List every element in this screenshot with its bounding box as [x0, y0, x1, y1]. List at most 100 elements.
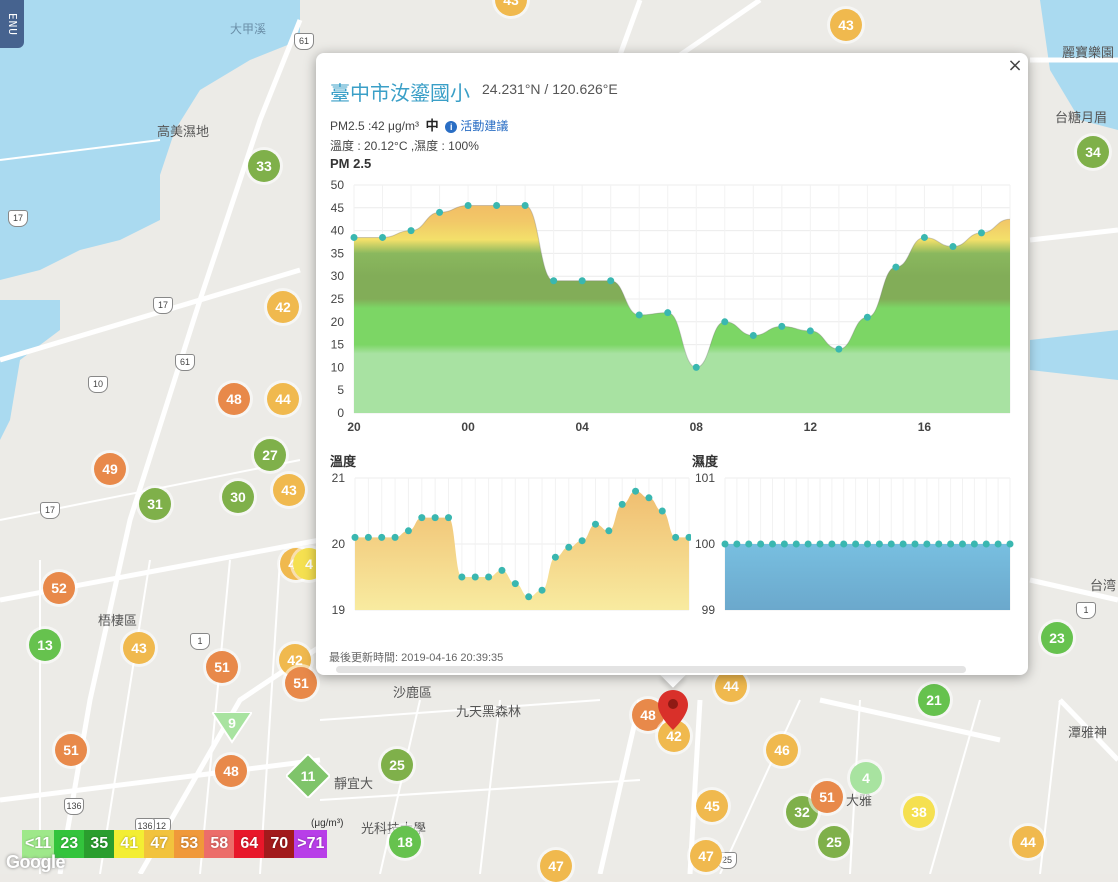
temperature-point[interactable]: [565, 543, 573, 551]
pm25-point[interactable]: [493, 202, 501, 210]
temperature-point[interactable]: [511, 580, 519, 588]
pm25-point[interactable]: [436, 208, 444, 216]
pm25-point[interactable]: [550, 277, 558, 285]
station-marker[interactable]: 34: [1077, 136, 1109, 168]
pm25-point[interactable]: [607, 277, 615, 285]
station-marker[interactable]: 48: [218, 383, 250, 415]
station-marker[interactable]: 25: [381, 749, 413, 781]
station-marker[interactable]: 4: [850, 762, 882, 794]
temperature-point[interactable]: [418, 514, 426, 522]
station-marker[interactable]: 31: [139, 488, 171, 520]
humidity-point[interactable]: [911, 540, 919, 548]
info-icon[interactable]: i: [445, 121, 458, 133]
station-marker[interactable]: 51: [285, 667, 317, 699]
temperature-point[interactable]: [351, 533, 359, 541]
station-marker[interactable]: 44: [1012, 826, 1044, 858]
pm25-point[interactable]: [379, 233, 387, 241]
station-marker[interactable]: 51: [206, 651, 238, 683]
station-marker[interactable]: 43: [830, 9, 862, 41]
station-marker[interactable]: 52: [43, 572, 75, 604]
selected-location-pin[interactable]: [658, 690, 688, 730]
humidity-point[interactable]: [935, 540, 943, 548]
temperature-point[interactable]: [525, 593, 533, 601]
temperature-point[interactable]: [658, 507, 666, 515]
humidity-point[interactable]: [757, 540, 765, 548]
humidity-point[interactable]: [816, 540, 824, 548]
station-marker[interactable]: 21: [918, 684, 950, 716]
pm25-point[interactable]: [664, 309, 672, 317]
humidity-point[interactable]: [923, 540, 931, 548]
humidity-point[interactable]: [792, 540, 800, 548]
pm25-point[interactable]: [521, 202, 529, 210]
station-marker[interactable]: 49: [94, 453, 126, 485]
triangle-station-marker[interactable]: 9: [212, 712, 252, 744]
humidity-point[interactable]: [721, 540, 729, 548]
station-marker[interactable]: 27: [254, 439, 286, 471]
station-marker[interactable]: 18: [389, 826, 421, 858]
station-marker[interactable]: 47: [540, 850, 572, 882]
pm25-point[interactable]: [949, 243, 957, 251]
humidity-point[interactable]: [994, 540, 1002, 548]
station-marker[interactable]: 44: [267, 383, 299, 415]
station-marker[interactable]: 51: [55, 734, 87, 766]
pm25-point[interactable]: [464, 202, 472, 210]
temperature-point[interactable]: [431, 514, 439, 522]
humidity-point[interactable]: [947, 540, 955, 548]
humidity-point[interactable]: [899, 540, 907, 548]
humidity-point[interactable]: [959, 540, 966, 548]
humidity-point[interactable]: [828, 540, 836, 548]
humidity-point[interactable]: [852, 540, 860, 548]
temperature-point[interactable]: [645, 494, 653, 502]
humidity-point[interactable]: [982, 540, 990, 548]
station-marker[interactable]: 30: [222, 481, 254, 513]
close-button[interactable]: ×: [1007, 55, 1023, 76]
temperature-point[interactable]: [458, 573, 466, 581]
diamond-station-marker[interactable]: 11: [286, 754, 330, 798]
station-marker[interactable]: 45: [696, 790, 728, 822]
humidity-point[interactable]: [1006, 540, 1014, 548]
temperature-point[interactable]: [591, 520, 599, 528]
temperature-point[interactable]: [471, 573, 479, 581]
menu-tab[interactable]: ENU: [0, 0, 24, 48]
temperature-point[interactable]: [378, 533, 386, 541]
temperature-point[interactable]: [672, 533, 680, 541]
station-marker[interactable]: 46: [766, 734, 798, 766]
pm25-point[interactable]: [407, 227, 415, 235]
humidity-point[interactable]: [804, 540, 812, 548]
humidity-point[interactable]: [840, 540, 848, 548]
temperature-point[interactable]: [364, 533, 372, 541]
station-marker[interactable]: 38: [903, 796, 935, 828]
station-marker[interactable]: 13: [29, 629, 61, 661]
humidity-point[interactable]: [769, 540, 776, 548]
pm25-point[interactable]: [635, 311, 643, 319]
pm25-point[interactable]: [892, 263, 900, 271]
humidity-point[interactable]: [864, 540, 871, 548]
station-marker[interactable]: 23: [1041, 622, 1073, 654]
station-marker[interactable]: 42: [267, 291, 299, 323]
temperature-point[interactable]: [685, 533, 692, 541]
pm25-point[interactable]: [692, 363, 700, 371]
temperature-point[interactable]: [538, 586, 546, 594]
humidity-point[interactable]: [875, 540, 883, 548]
humidity-point[interactable]: [970, 540, 978, 548]
station-name[interactable]: 臺中市汝鎏國小: [330, 81, 470, 105]
station-marker[interactable]: 43: [495, 0, 527, 16]
station-marker[interactable]: 44: [715, 670, 747, 702]
temperature-point[interactable]: [578, 537, 586, 545]
station-marker[interactable]: 43: [273, 474, 305, 506]
pm25-point[interactable]: [778, 322, 786, 330]
activity-advice-link[interactable]: 活動建議: [460, 119, 509, 133]
station-marker[interactable]: 33: [248, 150, 280, 182]
temperature-point[interactable]: [498, 566, 506, 574]
pm25-point[interactable]: [350, 233, 358, 241]
pm25-point[interactable]: [721, 318, 729, 326]
pm25-point[interactable]: [977, 229, 985, 237]
station-marker[interactable]: 25: [818, 826, 850, 858]
temperature-point[interactable]: [632, 487, 640, 495]
humidity-point[interactable]: [733, 540, 741, 548]
humidity-point[interactable]: [780, 540, 788, 548]
temperature-point[interactable]: [485, 573, 493, 581]
pm25-point[interactable]: [806, 327, 814, 335]
temperature-point[interactable]: [404, 527, 412, 535]
pm25-point[interactable]: [578, 277, 586, 285]
